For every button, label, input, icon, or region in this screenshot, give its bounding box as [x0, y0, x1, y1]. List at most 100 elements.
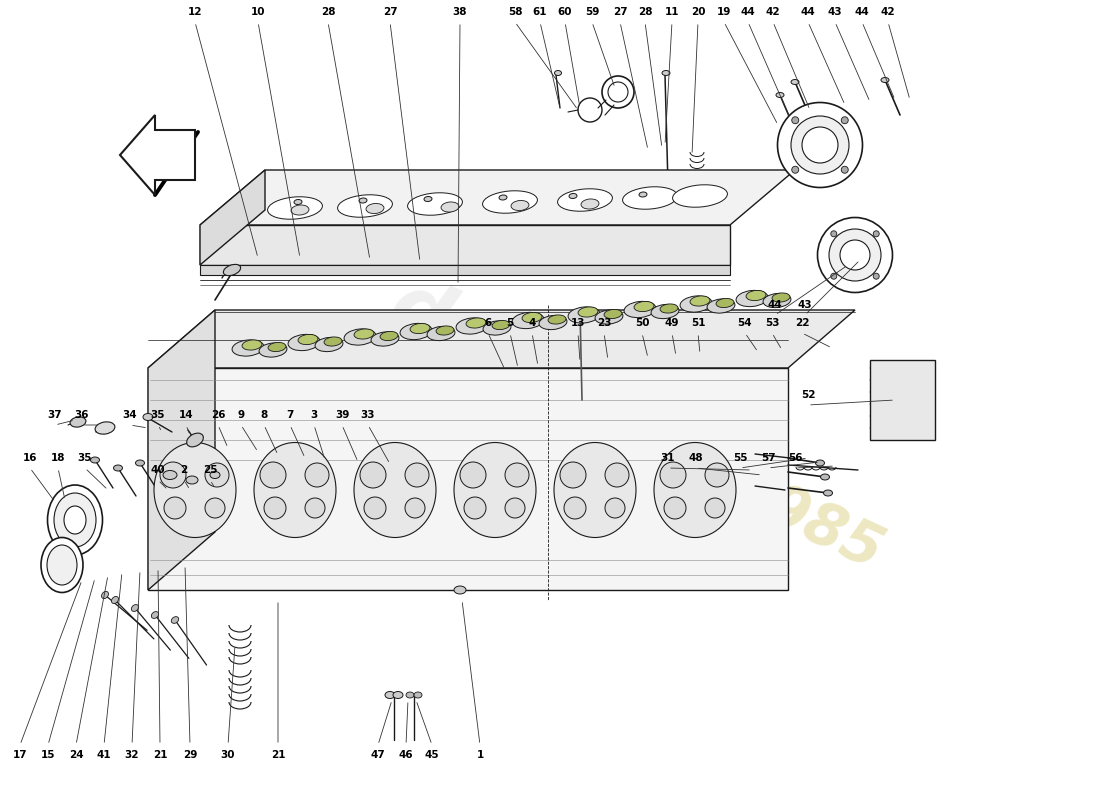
Text: 29: 29	[183, 750, 197, 760]
Ellipse shape	[456, 318, 488, 334]
Ellipse shape	[360, 462, 386, 488]
Text: 44: 44	[768, 300, 782, 310]
Text: 61: 61	[532, 7, 548, 17]
Ellipse shape	[772, 293, 790, 302]
Ellipse shape	[405, 498, 425, 518]
Text: 44: 44	[740, 7, 756, 17]
Ellipse shape	[354, 329, 374, 339]
Ellipse shape	[364, 497, 386, 519]
Ellipse shape	[223, 264, 241, 276]
Ellipse shape	[639, 192, 647, 197]
Ellipse shape	[400, 323, 432, 340]
Ellipse shape	[554, 70, 561, 75]
Text: 22: 22	[794, 318, 810, 328]
Ellipse shape	[840, 240, 870, 270]
Text: daspares: daspares	[376, 267, 784, 513]
Polygon shape	[148, 368, 788, 590]
Ellipse shape	[408, 193, 462, 215]
Text: 26: 26	[211, 410, 226, 420]
Text: 21: 21	[271, 750, 285, 760]
Ellipse shape	[305, 498, 324, 518]
Ellipse shape	[605, 463, 629, 487]
Ellipse shape	[210, 471, 220, 478]
Text: 43: 43	[798, 300, 812, 310]
Ellipse shape	[623, 186, 678, 210]
Ellipse shape	[344, 329, 376, 345]
Text: 24: 24	[68, 750, 84, 760]
Ellipse shape	[792, 117, 799, 124]
Text: 58: 58	[508, 7, 522, 17]
Ellipse shape	[366, 203, 384, 214]
Ellipse shape	[554, 442, 636, 538]
Ellipse shape	[47, 485, 102, 555]
Ellipse shape	[427, 326, 455, 341]
Ellipse shape	[163, 470, 177, 479]
Ellipse shape	[842, 166, 848, 174]
Ellipse shape	[672, 185, 727, 207]
Ellipse shape	[64, 506, 86, 534]
Text: 16: 16	[23, 453, 37, 463]
Text: 42: 42	[766, 7, 780, 17]
Ellipse shape	[568, 307, 600, 323]
Ellipse shape	[454, 586, 466, 594]
Text: 56: 56	[788, 453, 802, 463]
Text: 45: 45	[425, 750, 439, 760]
Text: 59: 59	[585, 7, 600, 17]
Ellipse shape	[522, 313, 542, 322]
Ellipse shape	[824, 490, 833, 496]
Ellipse shape	[830, 274, 837, 279]
Text: 15: 15	[41, 750, 55, 760]
Ellipse shape	[205, 463, 229, 487]
Ellipse shape	[499, 195, 507, 200]
Ellipse shape	[651, 304, 679, 318]
Text: 34: 34	[123, 410, 138, 420]
Ellipse shape	[164, 497, 186, 519]
Text: 12: 12	[188, 7, 202, 17]
Text: 37: 37	[47, 410, 63, 420]
Ellipse shape	[464, 497, 486, 519]
Ellipse shape	[436, 326, 454, 335]
Text: 9: 9	[238, 410, 244, 420]
Ellipse shape	[660, 304, 678, 313]
Text: 27: 27	[613, 7, 627, 17]
Ellipse shape	[690, 296, 710, 306]
Ellipse shape	[172, 617, 178, 623]
Ellipse shape	[414, 692, 422, 698]
Ellipse shape	[466, 318, 486, 328]
Ellipse shape	[778, 102, 862, 187]
Ellipse shape	[505, 463, 529, 487]
Text: 50: 50	[635, 318, 649, 328]
Text: 51: 51	[691, 318, 705, 328]
Ellipse shape	[512, 201, 529, 210]
Polygon shape	[200, 170, 795, 225]
Text: 47: 47	[371, 750, 385, 760]
Polygon shape	[870, 360, 935, 440]
Polygon shape	[200, 265, 730, 275]
Ellipse shape	[324, 337, 342, 346]
Ellipse shape	[260, 462, 286, 488]
Text: 1: 1	[476, 750, 484, 760]
Ellipse shape	[54, 493, 96, 547]
Ellipse shape	[90, 457, 99, 463]
Text: 57: 57	[761, 453, 776, 463]
Text: 6: 6	[484, 318, 492, 328]
Ellipse shape	[624, 302, 656, 318]
Ellipse shape	[260, 343, 287, 357]
Ellipse shape	[736, 290, 768, 306]
Text: 19: 19	[717, 7, 732, 17]
Text: 38: 38	[453, 7, 468, 17]
Text: 54: 54	[738, 318, 752, 328]
Ellipse shape	[817, 218, 892, 293]
Text: 42: 42	[881, 7, 895, 17]
Ellipse shape	[792, 166, 799, 174]
Ellipse shape	[664, 497, 686, 519]
Ellipse shape	[315, 338, 343, 352]
Ellipse shape	[604, 310, 622, 318]
Ellipse shape	[113, 465, 122, 471]
Ellipse shape	[131, 605, 139, 611]
Text: 36: 36	[75, 410, 89, 420]
Ellipse shape	[101, 591, 109, 598]
Ellipse shape	[505, 498, 525, 518]
Text: 55: 55	[733, 453, 747, 463]
Ellipse shape	[393, 691, 403, 698]
